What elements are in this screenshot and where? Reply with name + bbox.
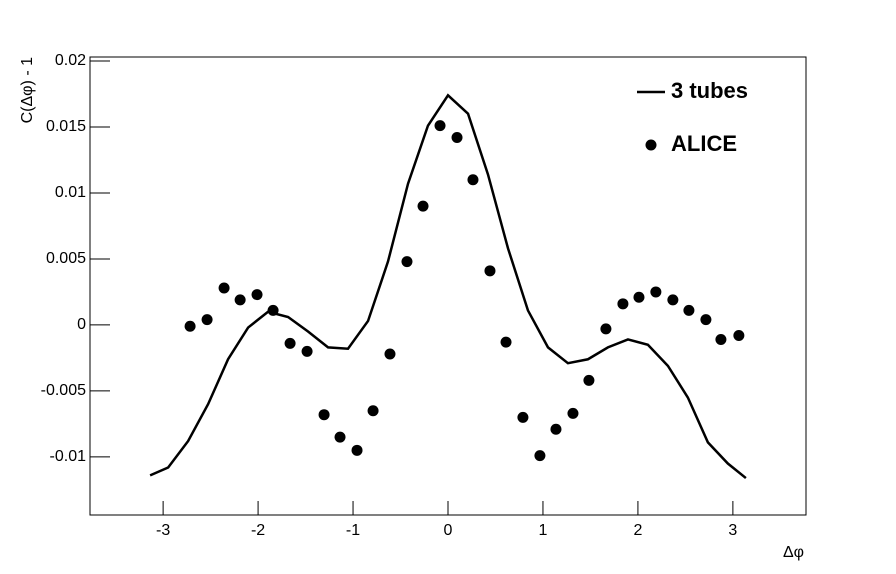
data-point [451,132,463,144]
data-point [434,120,446,132]
data-point [467,174,479,186]
x-axis-label: Δφ [783,544,804,561]
data-point [683,304,695,316]
plot-frame [89,56,807,516]
data-point [583,374,595,386]
data-point [367,405,379,417]
y-tick-label: 0.01 [55,184,86,201]
data-point [733,329,745,341]
data-point [201,314,213,326]
data-point [401,256,413,268]
x-tick-label: 3 [728,522,737,539]
y-tick-label: 0.005 [46,250,86,267]
data-point [650,286,662,298]
data-point [267,304,279,316]
data-point [633,291,645,303]
y-tick-label: 0.02 [55,52,86,69]
x-tick-label: -3 [156,522,170,539]
series-line [149,93,747,480]
data-point [284,337,296,349]
x-tick-label: 1 [539,522,548,539]
data-point [318,409,330,421]
data-point [334,431,346,443]
x-tick-label: 0 [444,522,453,539]
x-tick-label: -1 [346,522,360,539]
data-point [351,444,363,456]
y-tick-label: -0.01 [50,448,87,465]
data-point [700,314,712,326]
x-tick-label: 2 [633,522,642,539]
data-point [517,411,529,423]
legend-label: 3 tubes [671,78,748,103]
y-axis-label: C(Δφ) - 1 [19,57,36,123]
data-point [251,289,263,301]
data-point [600,323,612,335]
data-point [550,423,562,435]
x-tick-label: -2 [251,522,265,539]
y-tick-label: 0 [77,316,86,333]
data-point [500,336,512,348]
data-point [617,298,629,310]
legend-marker [645,139,657,151]
data-point [667,294,679,306]
legend-label: ALICE [671,131,737,156]
data-point [218,282,230,294]
y-tick-label: -0.005 [41,382,86,399]
data-point [715,333,727,345]
data-point [534,450,546,462]
data-point [484,265,496,277]
data-point [234,294,246,306]
data-point [184,320,196,332]
data-point [301,345,313,357]
data-point [417,200,429,212]
data-point [384,348,396,360]
data-point [567,407,579,419]
y-tick-label: 0.015 [46,118,86,135]
